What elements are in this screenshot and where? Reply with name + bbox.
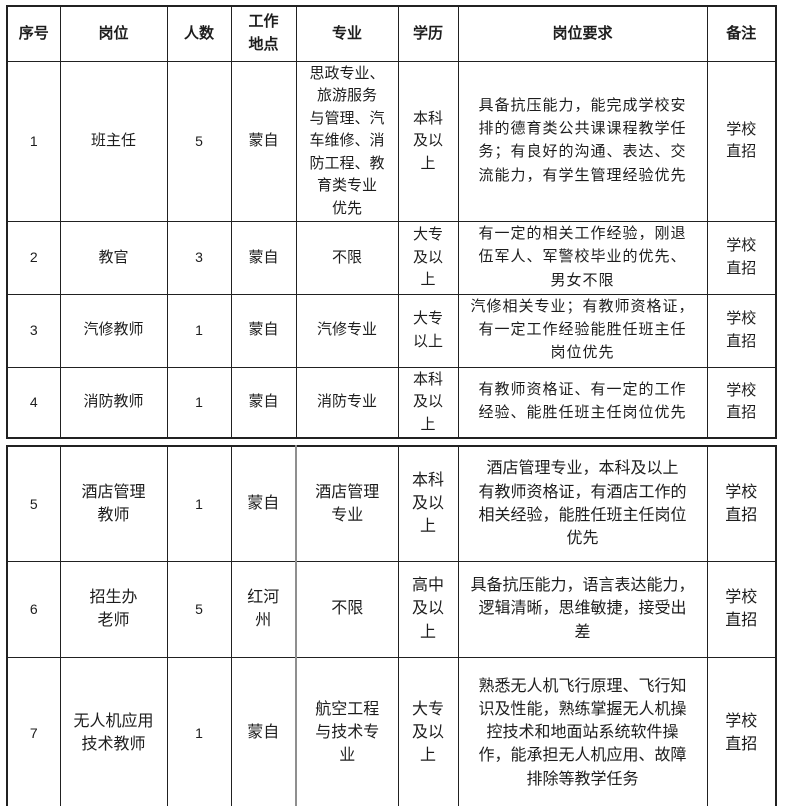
- recruitment-table-upper: 序号 岗位 人数 工作 地点 专业 学历 岗位要求 备注 1 班主任 5 蒙自 …: [6, 5, 777, 439]
- cell-position: 班主任: [59, 60, 168, 222]
- cell-position: 消防教师: [59, 366, 168, 439]
- cell-location: 蒙自: [230, 60, 297, 222]
- header-major: 专业: [295, 5, 399, 62]
- cell-no: 5: [6, 445, 61, 562]
- cell-no: 6: [6, 560, 61, 658]
- cell-note: 学校 直招: [706, 445, 777, 562]
- job-row-5: 5 酒店管理 教师 1 蒙自 酒店管理 专业 本科 及以 上 酒店管理专业，本科…: [6, 445, 777, 562]
- header-requirements: 岗位要求: [457, 5, 708, 62]
- cell-no: 7: [6, 656, 61, 806]
- job-row-3: 3 汽修教师 1 蒙自 汽修专业 大专 以上 汽修相关专业；有教师资格证， 有一…: [6, 293, 777, 368]
- header-count: 人数: [166, 5, 232, 62]
- cell-count: 1: [166, 366, 232, 439]
- cell-requirements: 酒店管理专业，本科及以上 有教师资格证，有酒店工作的 相关经验，能胜任班主任岗位…: [457, 445, 708, 562]
- cell-position: 教官: [59, 221, 168, 295]
- job-row-1: 1 班主任 5 蒙自 思政专业、 旅游服务 与管理、汽 车维修、消 防工程、教 …: [6, 60, 777, 222]
- cell-education: 本科 及以 上: [397, 366, 459, 439]
- cell-major: 航空工程 与技术专 业: [295, 656, 399, 806]
- job-row-4: 4 消防教师 1 蒙自 消防专业 本科 及以 上 有教师资格证、有一定的工作 经…: [6, 366, 777, 439]
- cell-count: 5: [166, 560, 232, 658]
- cell-note: 学校 直招: [706, 366, 777, 439]
- cell-location: 蒙自: [230, 293, 297, 368]
- cell-no: 2: [6, 221, 61, 295]
- cell-education: 本科 及以 上: [397, 60, 459, 222]
- cell-major: 消防专业: [295, 366, 399, 439]
- cell-position: 酒店管理 教师: [59, 445, 168, 562]
- cell-requirements: 有一定的相关工作经验，刚退 伍军人、军警校毕业的优先、 男女不限: [457, 221, 708, 295]
- cell-note: 学校 直招: [706, 221, 777, 295]
- cell-major: 思政专业、 旅游服务 与管理、汽 车维修、消 防工程、教 育类专业 优先: [295, 60, 399, 222]
- cell-location: 红河 州: [230, 560, 297, 658]
- cell-major: 不限: [295, 560, 399, 658]
- header-education: 学历: [397, 5, 459, 62]
- cell-position: 招生办 老师: [59, 560, 168, 658]
- header-no: 序号: [6, 5, 61, 62]
- cell-count: 5: [166, 60, 232, 222]
- recruitment-table-lower: 5 酒店管理 教师 1 蒙自 酒店管理 专业 本科 及以 上 酒店管理专业，本科…: [6, 445, 777, 806]
- cell-education: 本科 及以 上: [397, 445, 459, 562]
- cell-no: 4: [6, 366, 61, 439]
- cell-major: 不限: [295, 221, 399, 295]
- cell-requirements: 有教师资格证、有一定的工作 经验、能胜任班主任岗位优先: [457, 366, 708, 439]
- cell-no: 3: [6, 293, 61, 368]
- header-position: 岗位: [59, 5, 168, 62]
- job-row-2: 2 教官 3 蒙自 不限 大专 及以 上 有一定的相关工作经验，刚退 伍军人、军…: [6, 221, 777, 295]
- cell-position: 汽修教师: [59, 293, 168, 368]
- cell-education: 高中 及以 上: [397, 560, 459, 658]
- cell-education: 大专 以上: [397, 293, 459, 368]
- cell-note: 学校 直招: [706, 60, 777, 222]
- cell-requirements: 具备抗压能力，能完成学校安 排的德育类公共课课程教学任 务；有良好的沟通、表达、…: [457, 60, 708, 222]
- header-location: 工作 地点: [230, 5, 297, 62]
- cell-no: 1: [6, 60, 61, 222]
- cell-count: 1: [166, 656, 232, 806]
- cell-count: 1: [166, 445, 232, 562]
- cell-count: 3: [166, 221, 232, 295]
- cell-note: 学校 直招: [706, 656, 777, 806]
- cell-count: 1: [166, 293, 232, 368]
- cell-requirements: 具备抗压能力，语言表达能力， 逻辑清晰，思维敏捷，接受出 差: [457, 560, 708, 658]
- cell-position: 无人机应用 技术教师: [59, 656, 168, 806]
- header-note: 备注: [706, 5, 777, 62]
- cell-note: 学校 直招: [706, 293, 777, 368]
- job-row-7: 7 无人机应用 技术教师 1 蒙自 航空工程 与技术专 业 大专 及以 上 熟悉…: [6, 656, 777, 806]
- cell-location: 蒙自: [230, 366, 297, 439]
- header-row: 序号 岗位 人数 工作 地点 专业 学历 岗位要求 备注: [6, 5, 777, 62]
- cell-location: 蒙自: [230, 656, 297, 806]
- cell-note: 学校 直招: [706, 560, 777, 658]
- cell-location: 蒙自: [230, 221, 297, 295]
- cell-location: 蒙自: [230, 445, 297, 562]
- cell-education: 大专 及以 上: [397, 221, 459, 295]
- cell-requirements: 汽修相关专业；有教师资格证， 有一定工作经验能胜任班主任 岗位优先: [457, 293, 708, 368]
- cell-major: 汽修专业: [295, 293, 399, 368]
- cell-education: 大专 及以 上: [397, 656, 459, 806]
- cell-major: 酒店管理 专业: [295, 445, 399, 562]
- cell-requirements: 熟悉无人机飞行原理、飞行知 识及性能，熟练掌握无人机操 控技术和地面站系统软件操…: [457, 656, 708, 806]
- job-row-6: 6 招生办 老师 5 红河 州 不限 高中 及以 上 具备抗压能力，语言表达能力…: [6, 560, 777, 658]
